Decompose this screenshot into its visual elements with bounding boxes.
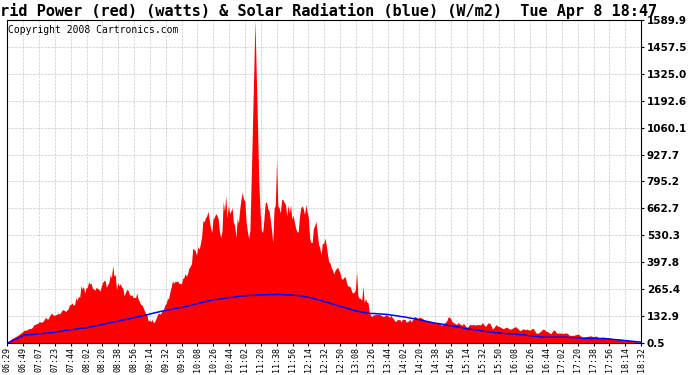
Title: Grid Power (red) (watts) & Solar Radiation (blue) (W/m2)  Tue Apr 8 18:47: Grid Power (red) (watts) & Solar Radiati… xyxy=(0,3,658,19)
Text: Copyright 2008 Cartronics.com: Copyright 2008 Cartronics.com xyxy=(8,25,178,35)
